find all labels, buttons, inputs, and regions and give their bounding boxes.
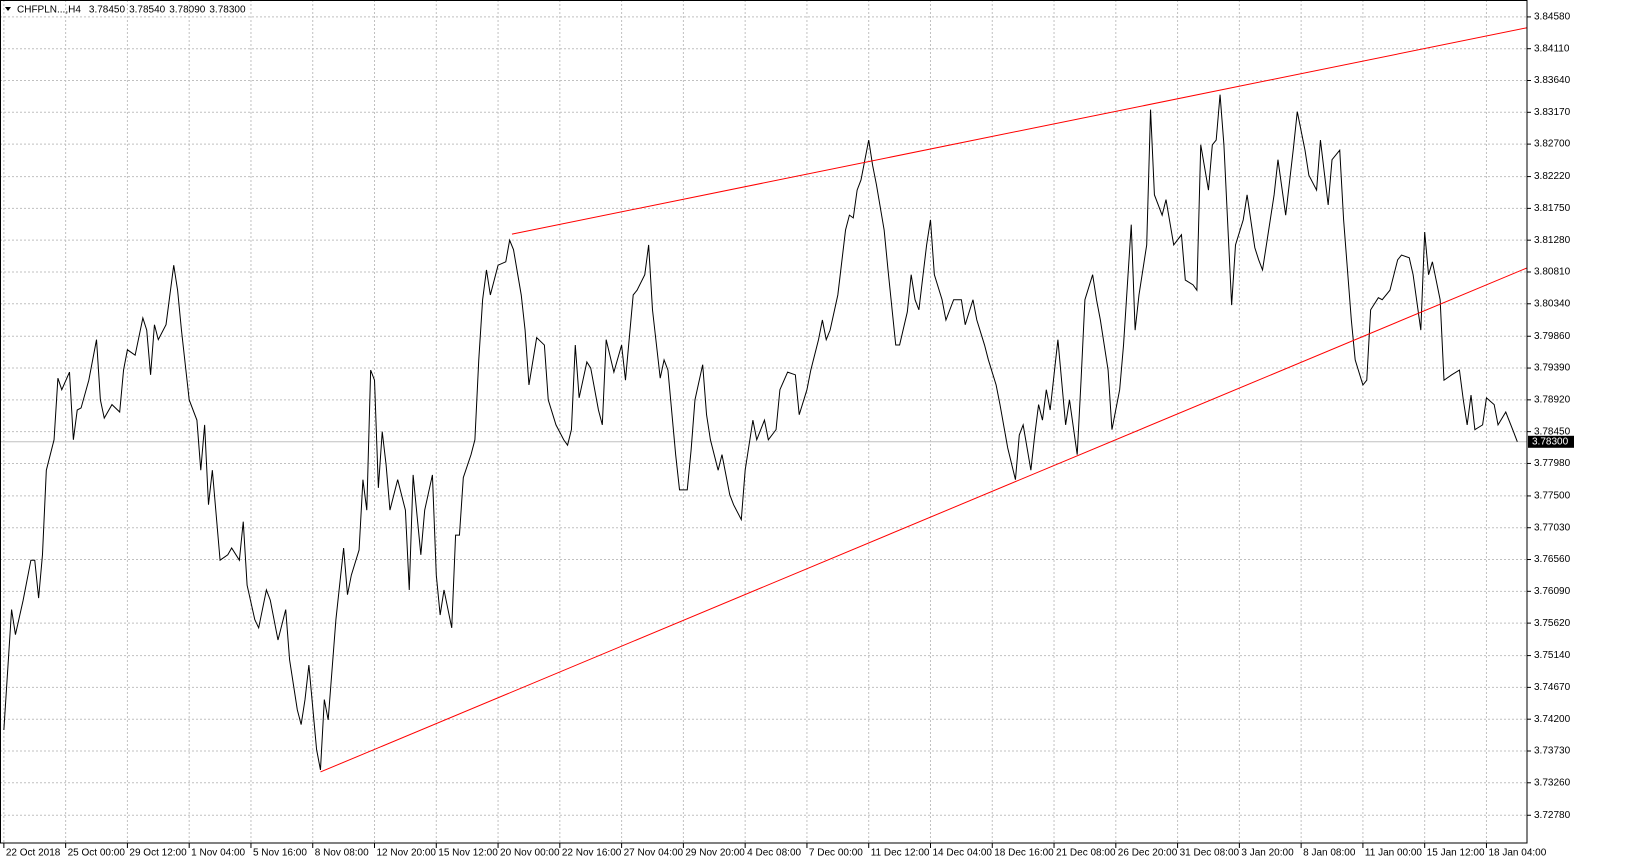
y-tick-label: 3.77500 (1534, 491, 1571, 502)
trendline (511, 27, 1528, 235)
x-tick-label: 14 Dec 04:00 (932, 848, 992, 859)
header-price: 3.78450 (89, 5, 126, 16)
x-tick-label: 31 Dec 08:00 (1180, 848, 1240, 859)
y-tick-label: 3.78450 (1534, 426, 1571, 437)
y-tick-label: 3.82220 (1534, 171, 1571, 182)
x-tick-label: 1 Nov 04:00 (191, 848, 245, 859)
x-tick-label: 15 Nov 12:00 (438, 848, 498, 859)
x-tick-label: 15 Jan 12:00 (1427, 848, 1485, 859)
trendline (320, 267, 1528, 773)
price-line (3, 94, 1518, 771)
x-tick-label: 3 Jan 20:00 (1241, 848, 1294, 859)
y-tick-label: 3.77030 (1534, 522, 1571, 533)
y-tick-label: 3.80810 (1534, 267, 1571, 278)
header-price: 3.78300 (209, 5, 246, 16)
y-tick-label: 3.84580 (1534, 12, 1571, 23)
x-tick-label: 11 Dec 12:00 (871, 848, 930, 859)
y-tick-label: 3.82700 (1534, 139, 1571, 150)
y-tick-label: 3.78920 (1534, 394, 1571, 405)
x-tick-label: 12 Nov 20:00 (377, 848, 437, 859)
y-tick-label: 3.83640 (1534, 75, 1571, 86)
y-tick-label: 3.74200 (1534, 714, 1571, 725)
y-tick-label: 3.79390 (1534, 363, 1571, 374)
x-tick-label: 18 Dec 16:00 (994, 848, 1054, 859)
y-tick-label: 3.79860 (1534, 331, 1571, 342)
y-tick-label: 3.75620 (1534, 618, 1571, 629)
y-tick-label: 3.81280 (1534, 235, 1571, 246)
y-tick-label: 3.75140 (1534, 650, 1571, 661)
last-price-label: 3.78300 (1532, 436, 1569, 447)
x-tick-label: 25 Oct 00:00 (68, 848, 126, 859)
chart-title: CHFPLN...,H4 (17, 5, 81, 16)
y-tick-label: 3.83170 (1534, 107, 1571, 118)
x-tick-label: 22 Oct 2018 (6, 848, 61, 859)
x-tick-label: 7 Dec 00:00 (809, 848, 863, 859)
x-tick-label: 20 Nov 00:00 (500, 848, 560, 859)
x-tick-label: 29 Nov 20:00 (685, 848, 745, 859)
y-tick-label: 3.80340 (1534, 298, 1571, 309)
x-tick-label: 27 Nov 04:00 (624, 848, 684, 859)
x-tick-label: 8 Nov 08:00 (315, 848, 369, 859)
y-tick-label: 3.76560 (1534, 554, 1571, 565)
y-tick-label: 3.73260 (1534, 777, 1571, 788)
y-tick-label: 3.72780 (1534, 810, 1571, 821)
x-tick-label: 4 Dec 08:00 (747, 848, 801, 859)
x-tick-label: 8 Jan 08:00 (1303, 848, 1356, 859)
header-price: 3.78090 (169, 5, 206, 16)
y-tick-label: 3.73730 (1534, 746, 1571, 757)
x-tick-label: 5 Nov 16:00 (253, 848, 307, 859)
x-tick-label: 22 Nov 16:00 (562, 848, 622, 859)
header-price: 3.78540 (129, 5, 166, 16)
x-tick-label: 29 Oct 12:00 (129, 848, 187, 859)
y-tick-label: 3.77980 (1534, 458, 1571, 469)
plot-frame (0, 0, 1528, 844)
x-tick-label: 21 Dec 08:00 (1056, 848, 1116, 859)
x-tick-label: 11 Jan 00:00 (1365, 848, 1423, 859)
y-tick-label: 3.76090 (1534, 586, 1571, 597)
menu-icon[interactable] (5, 7, 11, 11)
last-price-box (1528, 435, 1574, 448)
x-tick-label: 18 Jan 04:00 (1488, 848, 1546, 859)
y-tick-label: 3.84110 (1534, 43, 1570, 54)
y-tick-label: 3.74670 (1534, 682, 1571, 693)
x-tick-label: 26 Dec 20:00 (1118, 848, 1178, 859)
y-tick-label: 3.81750 (1534, 203, 1571, 214)
